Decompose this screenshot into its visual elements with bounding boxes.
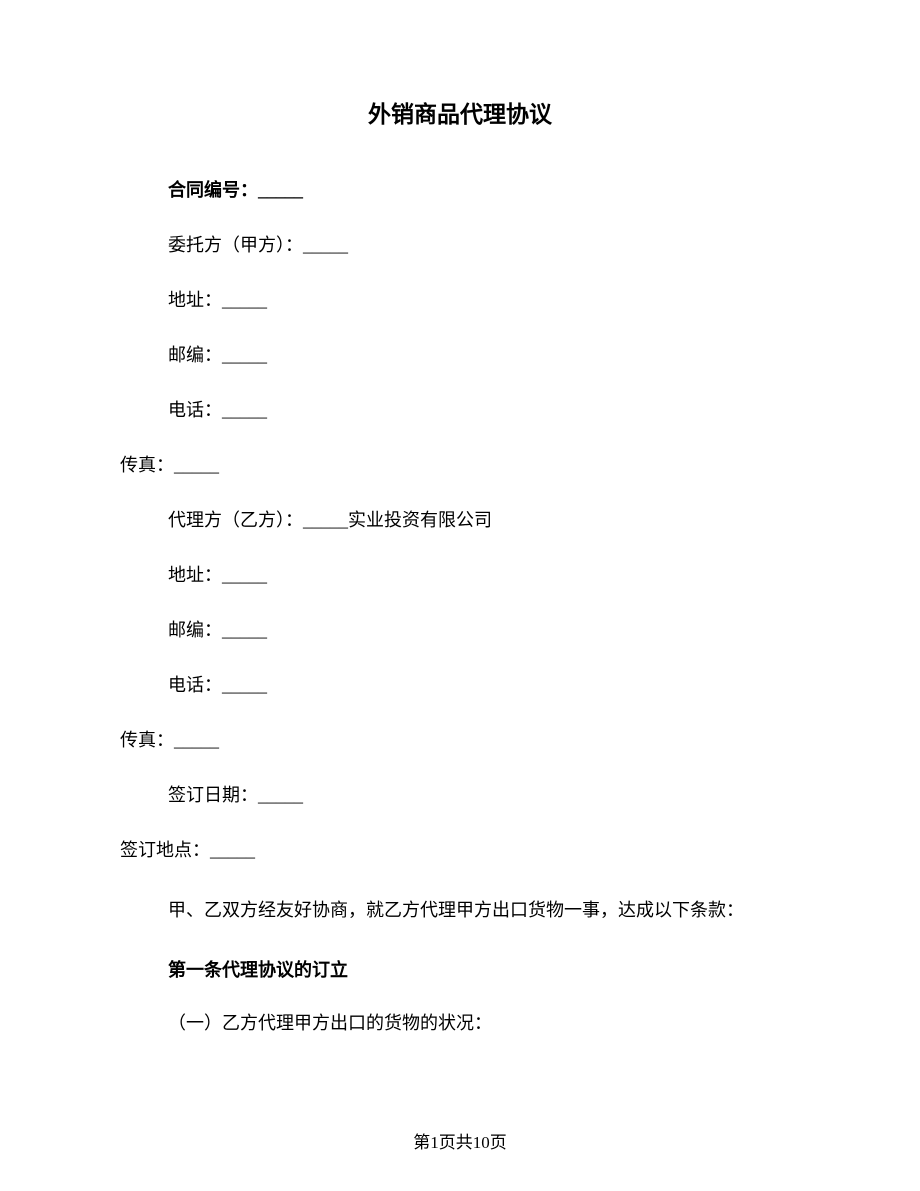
page-footer: 第1页共10页 <box>0 1128 920 1153</box>
fax-a-field: 传真：_____ <box>120 452 800 479</box>
fax-b-field: 传真：_____ <box>120 727 800 754</box>
article-1-item-1: （一）乙方代理甲方出口的货物的状况： <box>120 1010 800 1037</box>
phone-b-field: 电话：_____ <box>120 672 800 699</box>
contract-number-field: 合同编号：_____ <box>120 177 800 204</box>
postcode-b-field: 邮编：_____ <box>120 617 800 644</box>
document-title: 外销商品代理协议 <box>120 95 800 129</box>
sign-date-field: 签订日期：_____ <box>120 782 800 809</box>
postcode-a-field: 邮编：_____ <box>120 342 800 369</box>
party-b-field: 代理方（乙方）：_____实业投资有限公司 <box>120 507 800 534</box>
address-b-field: 地址：_____ <box>120 562 800 589</box>
address-a-field: 地址：_____ <box>120 287 800 314</box>
party-a-field: 委托方（甲方）：_____ <box>120 232 800 259</box>
preamble-text: 甲、乙双方经友好协商，就乙方代理甲方出口货物一事，达成以下条款： <box>120 892 800 928</box>
document-page: 外销商品代理协议 合同编号：_____ 委托方（甲方）：_____ 地址：___… <box>0 0 920 1037</box>
article-1-heading: 第一条代理协议的订立 <box>120 956 800 982</box>
sign-place-field: 签订地点：_____ <box>120 837 800 864</box>
phone-a-field: 电话：_____ <box>120 397 800 424</box>
